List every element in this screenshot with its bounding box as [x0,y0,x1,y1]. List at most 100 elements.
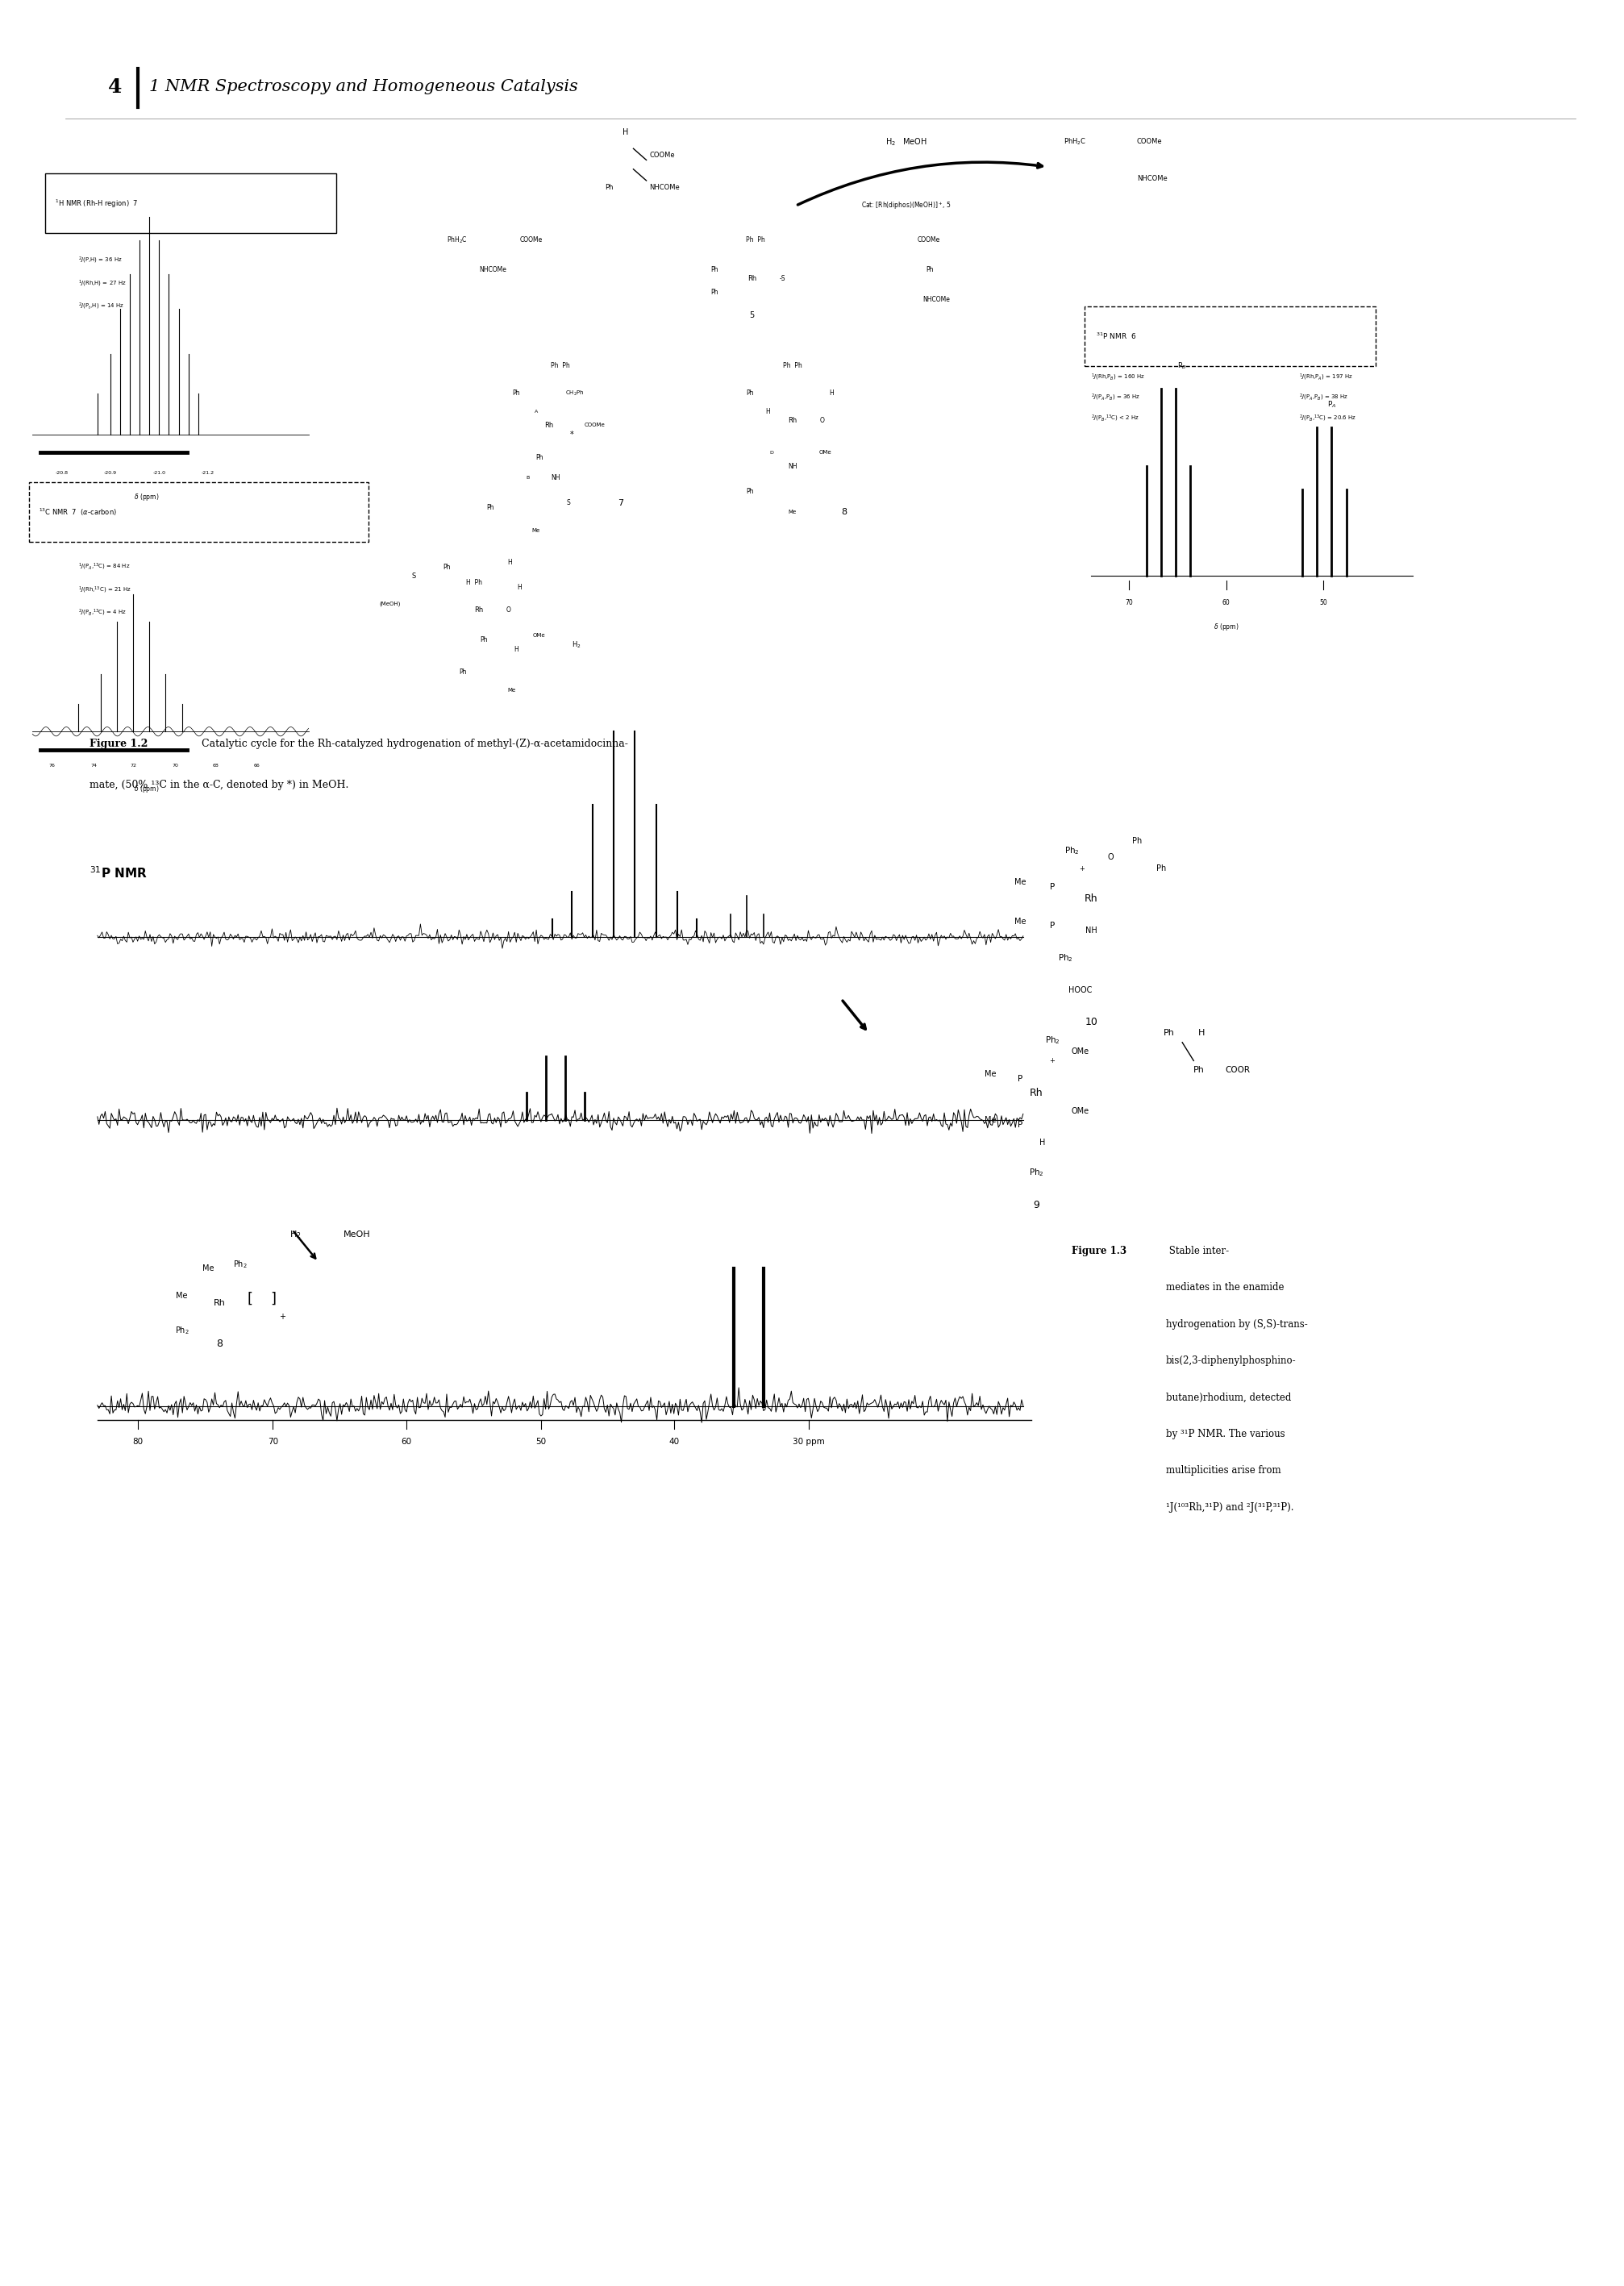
Text: 7: 7 [617,498,624,507]
Text: -21.0: -21.0 [153,471,166,475]
Text: Ph: Ph [1194,1065,1203,1074]
Text: Ph: Ph [443,562,450,572]
Text: Ph: Ph [1156,864,1166,873]
Text: H: H [767,407,770,416]
Text: NH: NH [788,462,797,471]
Text: H: H [515,645,518,654]
Text: $^{2}J$(P$_t$,H) = 14 Hz: $^{2}J$(P$_t$,H) = 14 Hz [78,302,123,311]
Text: Ph: Ph [513,389,520,398]
Text: Rh: Rh [788,416,797,425]
Text: H: H [1039,1138,1046,1148]
Text: (MeOH): (MeOH) [378,601,401,606]
Text: NHCOMe: NHCOMe [922,295,950,304]
Text: Ph: Ph [1132,837,1142,846]
Text: 4: 4 [107,78,122,96]
Text: 70: 70 [172,764,179,768]
Text: hydrogenation by (S,S)-trans-: hydrogenation by (S,S)-trans- [1166,1319,1307,1330]
Text: mediates in the enamide: mediates in the enamide [1166,1282,1285,1294]
Text: Ph: Ph [711,265,718,274]
Text: OMe: OMe [818,450,831,455]
Text: $^{1}J$(Rh,$^{13}$C) = 21 Hz: $^{1}J$(Rh,$^{13}$C) = 21 Hz [78,585,132,594]
Text: Me: Me [175,1292,188,1301]
Text: ]: ] [270,1292,276,1305]
FancyBboxPatch shape [45,174,336,233]
Text: Ph: Ph [604,183,614,192]
Text: Ph: Ph [747,487,754,496]
Text: H: H [518,583,521,592]
Text: Ph  Ph: Ph Ph [551,361,570,370]
Text: *: * [570,430,573,439]
Text: Ph: Ph [481,636,487,645]
Text: [: [ [247,1292,253,1305]
Text: Ph  Ph: Ph Ph [783,361,802,370]
Text: H$_2$   MeOH: H$_2$ MeOH [885,137,927,146]
Text: H$_2$: H$_2$ [289,1230,302,1239]
Text: $^{2}J$(P$_B$,$^{13}$C) < 2 Hz: $^{2}J$(P$_B$,$^{13}$C) < 2 Hz [1091,414,1140,423]
Text: $^{1}$H NMR (Rh-H region)  7: $^{1}$H NMR (Rh-H region) 7 [55,197,138,210]
Text: 8: 8 [216,1340,222,1349]
Text: OMe: OMe [533,633,546,638]
Text: $^{31}$P NMR: $^{31}$P NMR [89,866,148,880]
Text: S: S [567,498,570,507]
Text: -S: -S [780,274,786,283]
Text: Me: Me [788,510,797,514]
Text: Rh: Rh [1085,894,1098,903]
Text: multiplicities arise from: multiplicities arise from [1166,1465,1281,1477]
Text: Ph: Ph [487,503,494,512]
Text: P: P [1017,1074,1023,1084]
Text: butane)rhodium, detected: butane)rhodium, detected [1166,1392,1291,1404]
Text: PhH$_2$C: PhH$_2$C [1064,137,1086,146]
Text: O: O [507,606,510,615]
Text: Rh: Rh [213,1298,226,1308]
Text: 30 ppm: 30 ppm [793,1438,825,1447]
Text: by ³¹P NMR. The various: by ³¹P NMR. The various [1166,1429,1285,1440]
Text: $\delta$ (ppm): $\delta$ (ppm) [133,491,159,503]
Text: PhH$_2$C: PhH$_2$C [447,235,468,245]
Text: 5: 5 [749,311,755,320]
Text: bis(2,3-diphenylphosphino-: bis(2,3-diphenylphosphino- [1166,1356,1296,1367]
Text: $^{31}$P NMR  6: $^{31}$P NMR 6 [1096,331,1137,341]
Text: $^{2}J$(P$_B$,$^{13}$C) = 4 Hz: $^{2}J$(P$_B$,$^{13}$C) = 4 Hz [78,608,127,617]
Text: +: + [1049,1056,1056,1065]
Text: 76: 76 [49,764,55,768]
Text: 70: 70 [1125,599,1132,606]
Text: H: H [830,389,833,398]
Text: 40: 40 [669,1438,679,1447]
Text: HOOC: HOOC [1069,985,1091,994]
Text: COOMe: COOMe [585,423,606,427]
Text: $^{2}J$(P,H) = 36 Hz: $^{2}J$(P,H) = 36 Hz [78,256,122,265]
Text: Ph: Ph [1164,1029,1174,1038]
Text: COOMe: COOMe [918,235,940,245]
Text: -20.9: -20.9 [104,471,117,475]
Text: O: O [820,416,823,425]
Text: Ph  Ph: Ph Ph [745,235,765,245]
Text: CH$_2$Ph: CH$_2$Ph [565,389,585,398]
Text: OMe: OMe [1072,1106,1088,1116]
Text: Me: Me [507,688,516,693]
Text: Rh: Rh [474,606,484,615]
Text: NH: NH [551,473,560,482]
Text: Rh: Rh [544,421,554,430]
Text: P$_A$: P$_A$ [1327,400,1337,409]
Text: 60: 60 [401,1438,411,1447]
Text: Figure 1.2: Figure 1.2 [89,738,148,750]
Text: $^{2}J$(P$_A$,P$_B$) = 36 Hz: $^{2}J$(P$_A$,P$_B$) = 36 Hz [1091,393,1140,402]
Text: COOMe: COOMe [1137,137,1163,146]
Text: D: D [770,450,773,455]
Text: 8: 8 [841,507,848,517]
Text: MeOH: MeOH [344,1230,370,1239]
Text: +: + [279,1312,286,1321]
Text: Stable inter-: Stable inter- [1166,1246,1229,1257]
Text: $^{1}J$(P$_A$,$^{13}$C) = 84 Hz: $^{1}J$(P$_A$,$^{13}$C) = 84 Hz [78,562,130,572]
Text: Me: Me [201,1264,214,1273]
Text: Me: Me [984,1116,997,1125]
FancyBboxPatch shape [29,482,369,542]
Text: 60: 60 [1223,599,1229,606]
Text: 72: 72 [130,764,136,768]
Text: Ph$_2$: Ph$_2$ [234,1260,247,1269]
Text: -21.2: -21.2 [201,471,214,475]
Text: NHCOMe: NHCOMe [650,183,680,192]
Text: NHCOMe: NHCOMe [1137,174,1168,183]
Text: Me: Me [1013,917,1026,926]
Text: Ph$_2$: Ph$_2$ [175,1326,188,1335]
